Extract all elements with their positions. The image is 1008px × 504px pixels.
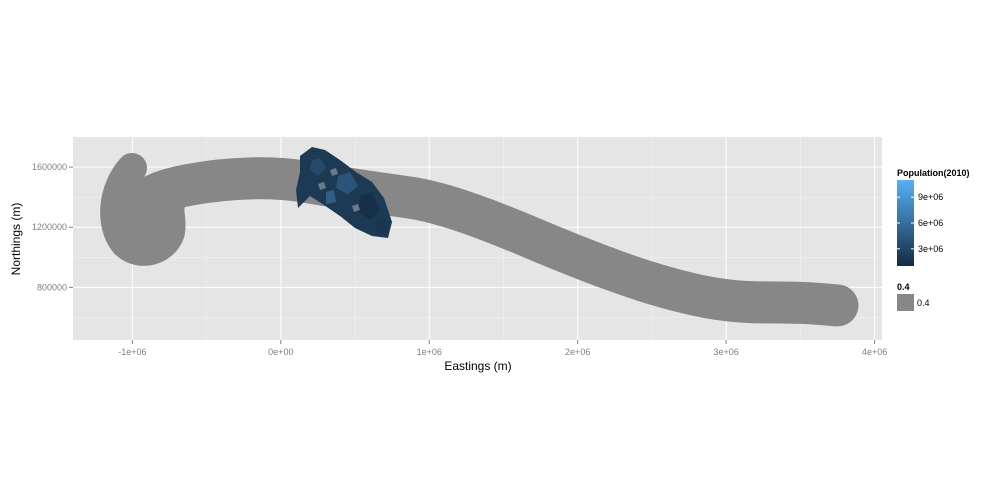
colorbar-tick-label: 3e+06 bbox=[918, 244, 943, 254]
colorbar-tick-label: 9e+06 bbox=[918, 192, 943, 202]
population-region bbox=[296, 147, 392, 238]
x-tick-label: 0e+00 bbox=[268, 347, 293, 357]
population-polygon bbox=[374, 218, 388, 234]
x-tick-label: 2e+06 bbox=[565, 347, 590, 357]
y-axis-title: Northings (m) bbox=[9, 203, 23, 276]
legend-population: Population(2010) 3e+06 6e+06 9e+06 bbox=[897, 168, 970, 266]
x-tick-label: 1e+06 bbox=[417, 347, 442, 357]
legend-buffer: 0.4 0.4 bbox=[897, 282, 930, 311]
y-tick-label: 1200000 bbox=[32, 222, 67, 232]
y-axis: 800000 1200000 1600000 bbox=[32, 162, 73, 292]
colorbar-tick-label: 6e+06 bbox=[918, 218, 943, 228]
x-tick-label: -1e+06 bbox=[118, 347, 146, 357]
legend-key-label: 0.4 bbox=[917, 298, 930, 308]
x-axis-title: Eastings (m) bbox=[444, 359, 511, 373]
x-tick-label: 3e+06 bbox=[713, 347, 738, 357]
y-tick-label: 1600000 bbox=[32, 162, 67, 172]
buffer-region bbox=[111, 157, 859, 327]
population-polygon bbox=[326, 190, 336, 204]
legend-title-buffer: 0.4 bbox=[897, 282, 910, 292]
population-polygon bbox=[310, 158, 326, 176]
colorbar bbox=[897, 180, 914, 266]
legend-key-swatch bbox=[897, 294, 914, 311]
population-polygon bbox=[318, 168, 360, 212]
legend-title-population: Population(2010) bbox=[897, 168, 970, 178]
population-polygon bbox=[336, 172, 358, 194]
population-polygon bbox=[358, 192, 380, 220]
buffer-hook bbox=[100, 153, 186, 266]
y-tick-label: 800000 bbox=[37, 282, 67, 292]
x-axis: -1e+06 0e+00 1e+06 2e+06 3e+06 4e+06 bbox=[118, 340, 887, 357]
x-tick-label: 4e+06 bbox=[862, 347, 887, 357]
colorbar-ticks: 3e+06 6e+06 9e+06 bbox=[897, 192, 943, 254]
